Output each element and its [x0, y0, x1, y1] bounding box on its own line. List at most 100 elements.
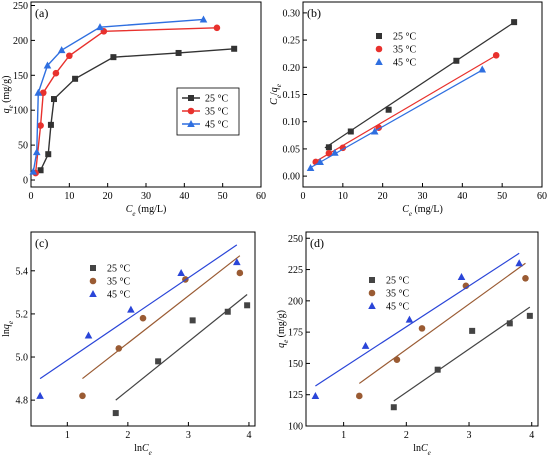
- data-point: [189, 317, 196, 324]
- data-point: [511, 19, 518, 26]
- svg-text:qe (mg/g): qe (mg/g): [276, 310, 290, 348]
- legend-label: 25 °C: [205, 94, 228, 105]
- data-point: [45, 151, 52, 158]
- data-point: [361, 341, 370, 349]
- series-1: [324, 19, 518, 151]
- data-point: [244, 302, 251, 309]
- data-point: [390, 404, 397, 411]
- data-point: [110, 54, 117, 61]
- y-tick-label: 50: [18, 141, 28, 152]
- y-tick-label: 125: [288, 390, 303, 401]
- x-tick-label: 40: [457, 191, 467, 202]
- legend-label: 35 °C: [205, 107, 228, 118]
- chart-panel-3: 1 2 3 4 4.8 5.0 5.2 5.4 (c) lnCe lnqe 25 °C 35 °C 45 …: [1, 231, 256, 456]
- data-point: [139, 314, 147, 322]
- chart-panel-2: 0 10 20 30 40 50 60 0.00 0.05 0.10 0.15 0.20 0.25 0.3…: [269, 1, 547, 218]
- y-tick-label: 250: [13, 1, 28, 12]
- legend-label: 35 °C: [393, 45, 416, 56]
- data-point: [515, 259, 523, 267]
- data-point: [231, 45, 238, 52]
- legend-label: 35 °C: [386, 289, 409, 300]
- svg-text:lnCe: lnCe: [413, 443, 431, 456]
- y-tick-label: 0.15: [283, 90, 301, 101]
- y-tick-label: 0.20: [283, 63, 301, 74]
- series-line: [39, 48, 235, 171]
- data-point: [325, 149, 333, 157]
- y-tick-label: 0.10: [283, 117, 301, 128]
- data-point: [175, 49, 182, 56]
- y-tick-label: 0.00: [283, 172, 301, 183]
- y-tick-label: 5.0: [16, 353, 29, 364]
- y-axis-label: qe (mg/g): [276, 310, 290, 348]
- data-point: [36, 391, 44, 399]
- data-point: [325, 144, 332, 151]
- panel-label: (a): [35, 6, 48, 20]
- data-point: [155, 358, 162, 365]
- series-3: [29, 15, 208, 175]
- chart-panel-4: 1 2 3 4 100 125 150 175 200 225 250 (d) lnCe qe (mg/g…: [276, 231, 539, 456]
- x-tick-label: 20: [378, 191, 388, 202]
- legend-marker: [376, 33, 382, 39]
- y-tick-label: 150: [13, 71, 28, 82]
- y-tick-label: 5.2: [16, 309, 29, 320]
- data-point: [316, 157, 324, 165]
- legend: 25 °C 35 °C 45 °C: [368, 276, 409, 313]
- y-axis-label: qe (mg/g): [1, 76, 15, 114]
- data-point: [434, 366, 441, 373]
- legend-marker: [368, 302, 376, 309]
- x-tick-label: 60: [256, 191, 266, 202]
- x-tick-label: 0: [301, 191, 306, 202]
- legend: 25 °C 35 °C 45 °C: [375, 32, 416, 69]
- x-tick-label: 20: [103, 191, 113, 202]
- series-2: [355, 262, 529, 400]
- y-tick-label: 0.30: [283, 8, 301, 19]
- fit-line: [82, 255, 241, 380]
- data-point: [469, 327, 476, 334]
- x-axis-label: lnCe: [134, 443, 152, 456]
- y-tick-label: 0.25: [283, 36, 301, 47]
- y-tick-label: 175: [288, 328, 303, 339]
- x-tick-label: 10: [64, 191, 74, 202]
- data-point: [96, 23, 104, 31]
- data-point: [43, 61, 52, 69]
- data-point: [331, 148, 339, 156]
- data-point: [127, 305, 135, 313]
- legend-marker: [368, 289, 376, 297]
- data-point: [453, 57, 460, 64]
- legend-marker: [187, 107, 195, 115]
- data-point: [52, 69, 60, 77]
- data-point: [418, 325, 426, 332]
- data-point: [522, 275, 529, 282]
- svg-text:Ce (mg/L): Ce (mg/L): [402, 204, 443, 218]
- svg-text:qe (mg/g): qe (mg/g): [1, 76, 15, 114]
- data-point: [393, 356, 401, 363]
- data-point: [84, 331, 93, 339]
- y-tick-label: 200: [13, 36, 28, 47]
- data-point: [199, 15, 208, 23]
- legend-marker: [187, 120, 195, 127]
- data-point: [66, 52, 73, 60]
- svg-text:lnqe: lnqe: [1, 321, 15, 337]
- y-axis-label: lnqe: [1, 321, 15, 337]
- y-tick-label: 5.4: [16, 266, 29, 277]
- y-axis-label: Ce/qe: [269, 84, 283, 105]
- x-tick-label: 0: [29, 191, 34, 202]
- legend-label: 45 °C: [386, 302, 409, 313]
- data-point: [37, 122, 44, 129]
- svg-text:Ce (mg/L): Ce (mg/L): [126, 204, 167, 218]
- data-point: [347, 128, 354, 135]
- legend-marker: [89, 290, 97, 297]
- legend-label: 25 °C: [107, 264, 130, 275]
- x-axis-label: lnCe: [413, 443, 431, 456]
- data-point: [506, 320, 513, 327]
- legend-marker: [369, 277, 375, 283]
- data-point: [72, 75, 79, 82]
- series-1: [37, 45, 238, 174]
- y-tick-label: 200: [288, 296, 303, 307]
- y-tick-label: 0.05: [283, 144, 301, 155]
- x-tick-label: 1: [65, 430, 70, 441]
- series-3: [306, 65, 487, 171]
- legend-marker: [90, 265, 96, 271]
- y-tick-label: 250: [288, 234, 303, 245]
- data-point: [32, 148, 41, 156]
